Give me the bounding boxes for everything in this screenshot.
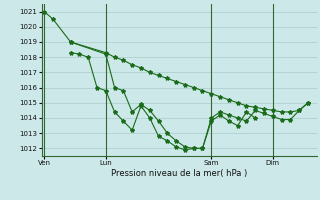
X-axis label: Pression niveau de la mer( hPa ): Pression niveau de la mer( hPa )	[111, 169, 247, 178]
